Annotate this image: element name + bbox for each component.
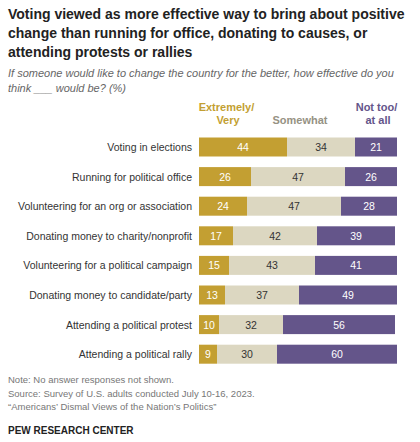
bar [247,197,341,216]
legend-entry: Somewhat [272,114,327,126]
bar [217,345,277,364]
data-label: 34 [315,141,327,153]
bar [233,226,317,245]
data-label: 41 [350,259,362,271]
bar [199,167,251,186]
bar [345,167,397,186]
category-label: Donating money to charity/nonprofit [26,230,192,242]
data-label: 9 [205,348,211,360]
data-label: 47 [292,171,304,183]
data-label: 39 [350,230,362,242]
data-label: 17 [210,230,222,242]
category-label: Attending a political rally [79,348,193,360]
bar [199,256,229,275]
bar [229,256,315,275]
data-label: 42 [269,230,281,242]
data-label: 28 [363,200,375,212]
data-label: 37 [256,289,268,301]
category-label: Running for political office [72,171,192,183]
data-label: 32 [245,319,257,331]
title: Voting viewed as more effective way to b… [8,5,416,62]
bar [341,197,397,216]
data-label: 60 [331,348,343,360]
subtitle: If someone would like to change the coun… [8,66,408,96]
data-label: 26 [219,171,231,183]
note: Source: Survey of U.S. adults conducted … [8,388,255,399]
bar [315,256,397,275]
data-label: 26 [365,171,377,183]
bars [199,138,397,364]
category-label: Volunteering for a political campaign [23,259,192,271]
bar [199,226,233,245]
bar [199,345,217,364]
bar [251,167,345,186]
bar [219,315,283,334]
bar [277,345,397,364]
bar [199,286,225,305]
credit: PEW RESEARCH CENTER [8,425,134,436]
bar [299,286,397,305]
bar [317,226,395,245]
bar [355,138,397,157]
bar [199,315,219,334]
category-label: Volunteering for an org or association [18,200,192,212]
bar [287,138,355,157]
category-label: Voting in elections [107,141,192,153]
data-label: 15 [208,259,220,271]
data-labels: 44 34 21 26 47 26 24 47 28 17 42 39 15 43 41 13 37 49 10 32… [203,141,382,360]
data-label: 24 [217,200,229,212]
bar [199,138,287,157]
bar [199,197,247,216]
bar [225,286,299,305]
legend-entry: Extremely/ Very [199,101,258,126]
data-label: 47 [288,200,300,212]
data-label: 10 [203,319,215,331]
chart: Extremely/ Very Somewhat Not too/ at all 44… [0,0,420,442]
data-label: 13 [206,289,218,301]
data-label: 21 [370,141,382,153]
category-label: Donating money to candidate/party [29,289,193,301]
data-label: 49 [342,289,354,301]
note: Note: No answer responses not shown. [8,374,174,385]
data-label: 56 [333,319,345,331]
bar [283,315,395,334]
note: “Americans’ Dismal Views of the Nation’s… [8,401,216,412]
data-label: 44 [237,141,249,153]
data-label: 43 [266,259,278,271]
legend-entry: Not too/ at all [356,101,401,126]
category-label: Attending a political protest [66,319,192,331]
data-label: 30 [241,348,253,360]
